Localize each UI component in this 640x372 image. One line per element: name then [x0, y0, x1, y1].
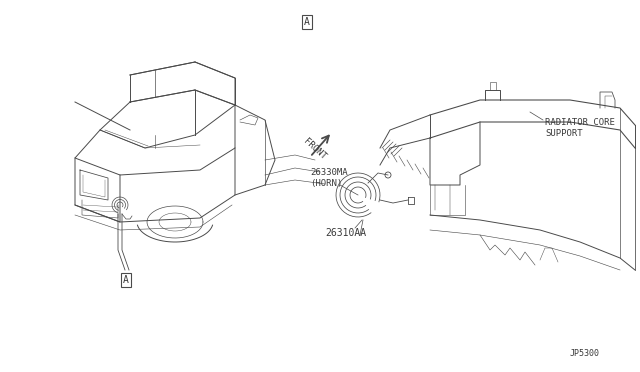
Text: 26310AA: 26310AA — [325, 228, 366, 238]
Text: A: A — [304, 17, 310, 27]
Text: A: A — [123, 275, 129, 285]
Text: RADIATOR CORE
SUPPORT: RADIATOR CORE SUPPORT — [545, 118, 615, 138]
Text: 26330MA
(HORN): 26330MA (HORN) — [310, 168, 348, 188]
Text: FRONT: FRONT — [302, 137, 328, 161]
Text: JP5300: JP5300 — [570, 349, 600, 358]
